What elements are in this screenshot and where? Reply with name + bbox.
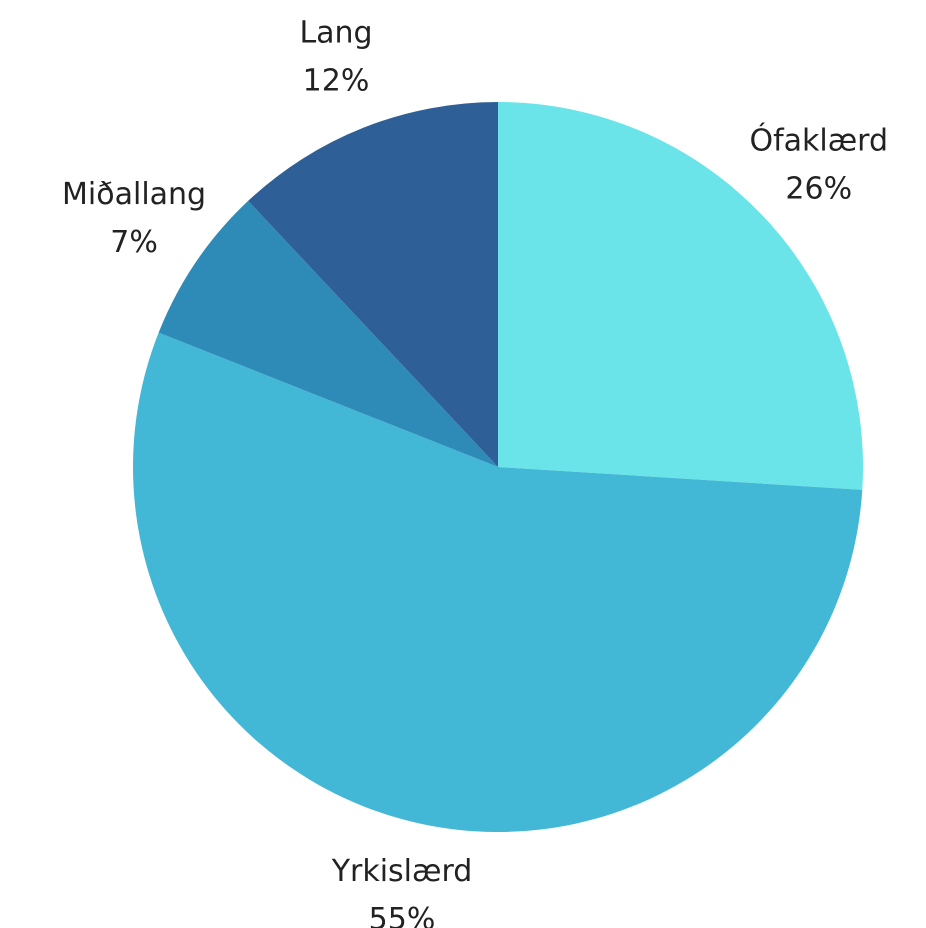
pie-slice xyxy=(158,200,498,467)
pie-slice xyxy=(248,102,498,467)
slice-value-label: 26% xyxy=(785,171,852,206)
slice-value-label: 55% xyxy=(369,902,436,928)
slice-value-label: 12% xyxy=(303,63,370,98)
pie-slice xyxy=(133,332,863,832)
slice-label: Yrkislærd xyxy=(331,854,473,889)
slice-label: Ófaklærd xyxy=(749,121,888,158)
slice-value-label: 7% xyxy=(110,225,158,260)
slice-label: Miðallang xyxy=(62,177,206,212)
slice-label: Lang xyxy=(299,15,372,50)
pie-slice xyxy=(498,102,863,490)
